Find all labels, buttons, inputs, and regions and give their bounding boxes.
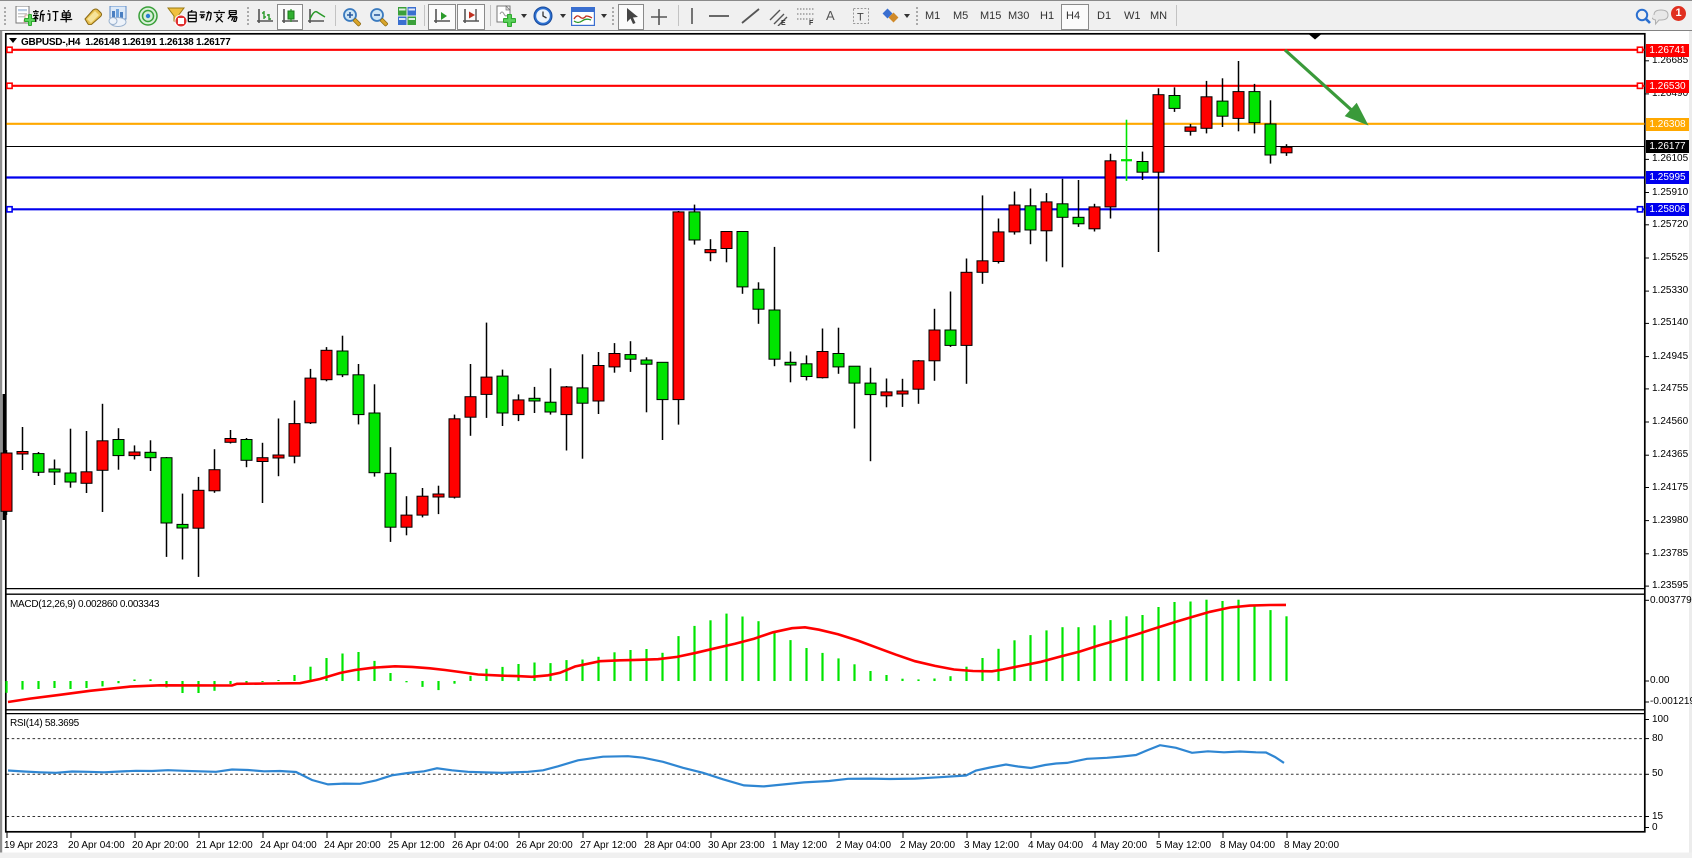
svg-text:E: E [781,20,786,26]
svg-text:F: F [809,20,814,26]
svg-text:T: T [857,12,864,24]
